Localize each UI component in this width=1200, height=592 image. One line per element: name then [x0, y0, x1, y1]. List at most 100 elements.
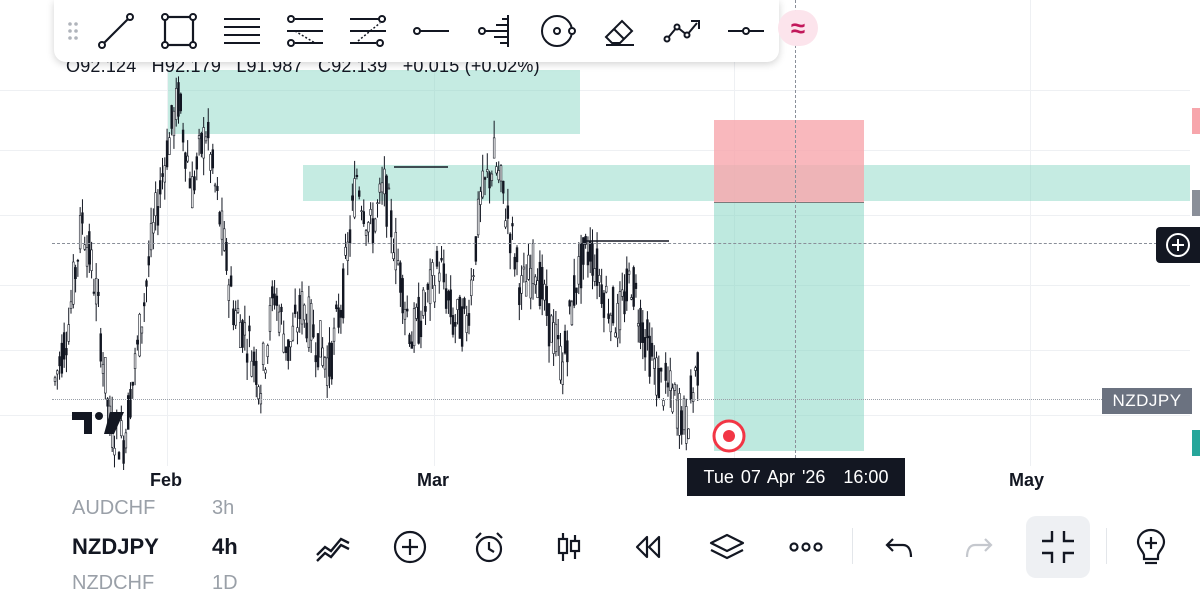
collapse-icon [1042, 531, 1074, 563]
more-button[interactable] [783, 524, 829, 570]
candle-body [570, 301, 574, 326]
candle-body [378, 183, 381, 193]
candle-body [403, 309, 407, 320]
candle-body [417, 296, 420, 344]
symbol-timeframe: 4h [212, 534, 238, 559]
candle-body [561, 361, 564, 385]
chart-pane[interactable]: O92.124 H92.179 L91.987 C92.139 +0.015 (… [0, 0, 1200, 500]
candle-body [611, 287, 615, 324]
candle-body [396, 260, 400, 265]
candle-body [504, 220, 507, 228]
target-icon[interactable] [711, 418, 747, 454]
indicators-button[interactable] [310, 524, 356, 570]
trend-line-icon [97, 13, 134, 49]
candle-body [476, 198, 480, 236]
candle-body [131, 381, 134, 386]
candle-body [163, 165, 166, 183]
candle-body [101, 363, 105, 374]
measure-circle-tool[interactable] [525, 6, 588, 56]
symbol-row-active[interactable]: NZDJPY 4h [72, 534, 252, 560]
grid-line [167, 0, 168, 466]
replay-button[interactable] [624, 524, 670, 570]
candle-body [659, 367, 663, 372]
grid-line [0, 150, 1190, 151]
fib-channel-tool[interactable] [273, 6, 336, 56]
crosshair-horizontal [52, 243, 1157, 244]
candle-body [117, 452, 121, 460]
alarm-clock-icon [475, 532, 503, 563]
pitchfork-tool[interactable] [336, 6, 399, 56]
elliott-wave-tool[interactable]: ≈ [778, 10, 818, 46]
candle-body [666, 382, 670, 388]
candle-body [319, 320, 322, 358]
candle-body [474, 236, 478, 262]
candle-body [195, 156, 199, 170]
candle-body [360, 210, 363, 212]
candle-body [380, 182, 384, 193]
candle-body [390, 210, 393, 238]
candle-body [179, 93, 182, 112]
bottom-toolbar: AUDCHF 3h NZDJPY 4h NZDCHF 1D [0, 500, 1200, 592]
candle-body [600, 284, 603, 304]
candle-body [678, 393, 681, 436]
add-button[interactable] [387, 524, 433, 570]
candle-body [657, 367, 661, 399]
path-tool[interactable] [651, 6, 714, 56]
candle-body [67, 324, 70, 342]
drag-handle-icon[interactable] [62, 16, 84, 46]
candle-body [627, 270, 631, 275]
price-line-tool[interactable] [714, 6, 777, 56]
candle-body [239, 322, 242, 348]
redo-button[interactable] [956, 524, 1002, 570]
volume-profile-tool[interactable] [462, 6, 525, 56]
symbol-picker[interactable]: AUDCHF 3h NZDJPY 4h NZDCHF 1D [72, 500, 252, 592]
candle-body [218, 212, 221, 225]
candle-body [440, 257, 443, 261]
candle-body [646, 319, 649, 339]
undo-button[interactable] [876, 524, 922, 570]
candle-body [685, 406, 688, 444]
candle-body [435, 250, 439, 267]
candle-body [282, 333, 285, 353]
fib-retracement-tool[interactable] [210, 6, 273, 56]
candle-body [499, 165, 503, 182]
add-alert-button[interactable] [1156, 227, 1200, 263]
rectangle-tool[interactable] [147, 6, 210, 56]
candle-body [223, 228, 226, 251]
alert-button[interactable] [466, 524, 512, 570]
candle-body [362, 211, 365, 225]
symbol-row[interactable]: NZDCHF 1D [72, 572, 252, 592]
candle-body [573, 275, 576, 306]
candle-body [78, 215, 82, 250]
candle-body [534, 276, 537, 286]
take-profit-zone[interactable] [714, 203, 864, 451]
candle-body [165, 140, 169, 168]
candle-body [673, 383, 677, 391]
chart-type-button[interactable] [546, 524, 592, 570]
candle-body [609, 314, 612, 333]
supply-zone-top[interactable] [168, 70, 580, 134]
more-dots-icon [789, 542, 823, 552]
candle-body [200, 132, 203, 154]
candle-body [454, 322, 457, 327]
crosshair-time: 16:00 [843, 466, 889, 487]
candle-body [328, 342, 331, 377]
ideas-button[interactable] [1128, 524, 1174, 570]
candle-body [623, 291, 626, 315]
exit-fullscreen-button[interactable] [1026, 516, 1090, 578]
rectangle-icon [160, 13, 197, 49]
layers-button[interactable] [704, 524, 750, 570]
grid-line [0, 90, 1190, 91]
horizontal-ray-tool[interactable] [399, 6, 462, 56]
stop-loss-zone[interactable] [714, 120, 864, 203]
candle-body [463, 298, 466, 309]
x-axis-label-feb: Feb [150, 470, 183, 490]
candle-body [323, 357, 327, 370]
symbol-name: NZDJPY [72, 534, 159, 559]
candle-body [213, 184, 217, 187]
symbol-row[interactable]: AUDCHF 3h [72, 500, 252, 520]
candle-body [662, 400, 665, 407]
eraser-tool[interactable] [588, 6, 651, 56]
trend-line-tool[interactable] [84, 6, 147, 56]
crosshair-time-label: Tue 07 Apr '26 16:00 [687, 458, 905, 496]
